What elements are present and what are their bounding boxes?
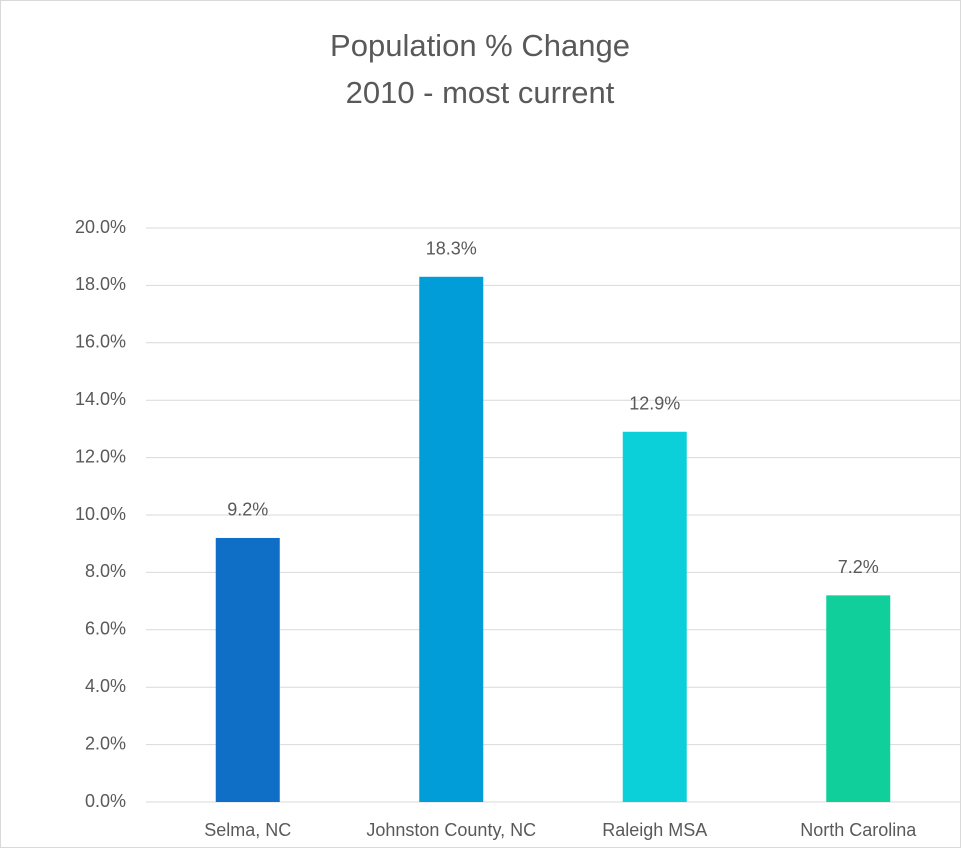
bar [826, 595, 891, 802]
data-label: 18.3% [426, 239, 477, 259]
y-tick-label: 2.0% [85, 733, 126, 753]
y-tick-label: 18.0% [75, 274, 126, 294]
chart-subtitle: 2010 - most current [346, 75, 615, 110]
y-tick-label: 12.0% [75, 446, 126, 466]
bar [419, 276, 484, 802]
x-tick-label: North Carolina [800, 820, 917, 840]
y-tick-label: 4.0% [85, 676, 126, 696]
chart-title: Population % Change [330, 28, 630, 63]
y-tick-label: 20.0% [75, 217, 126, 237]
data-label: 12.9% [629, 394, 680, 414]
data-label: 9.2% [227, 500, 268, 520]
y-tick-label: 0.0% [85, 791, 126, 811]
data-label: 7.2% [838, 557, 879, 577]
x-tick-label: Raleigh MSA [602, 820, 707, 840]
y-tick-label: 10.0% [75, 504, 126, 524]
y-tick-label: 8.0% [85, 561, 126, 581]
y-tick-label: 16.0% [75, 332, 126, 352]
bar [215, 537, 280, 802]
x-tick-label: Johnston County, NC [366, 820, 536, 840]
y-tick-label: 14.0% [75, 389, 126, 409]
bar [622, 431, 687, 802]
y-tick-label: 6.0% [85, 619, 126, 639]
x-tick-label: Selma, NC [204, 820, 291, 840]
